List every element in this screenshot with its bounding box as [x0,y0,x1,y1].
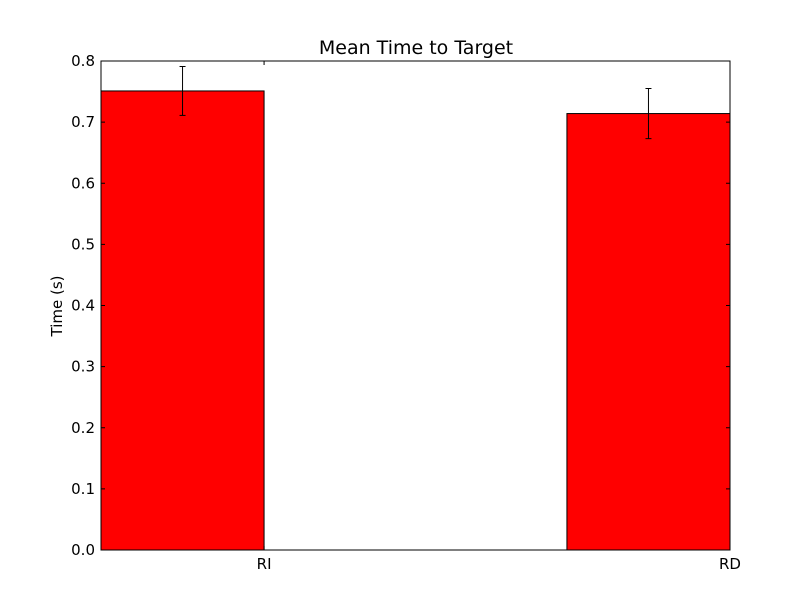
x-tick-label: RD [719,555,741,573]
y-tick-label: 0.8 [71,52,95,70]
bar-rd [566,113,731,551]
x-tick-label: RI [257,555,272,573]
y-axis-label: Time (s) [48,276,66,338]
y-tick-label: 0.5 [71,235,95,253]
axes-frame [100,60,731,551]
chart-title: Mean Time to Target [319,37,513,59]
y-tick-label: 0.1 [71,480,95,498]
y-tick-label: 0.4 [71,297,95,315]
y-tick-label: 0.6 [71,174,95,192]
bar-ri [100,90,265,551]
y-tick-label: 0.2 [71,419,95,437]
y-tick-label: 0.0 [71,541,95,559]
y-tick-label: 0.3 [71,358,95,376]
y-tick-label: 0.7 [71,113,95,131]
plot-area: RI RD 0.0 0.1 0.2 0.3 0.4 0.5 0.6 0.7 0.8 [71,52,741,573]
